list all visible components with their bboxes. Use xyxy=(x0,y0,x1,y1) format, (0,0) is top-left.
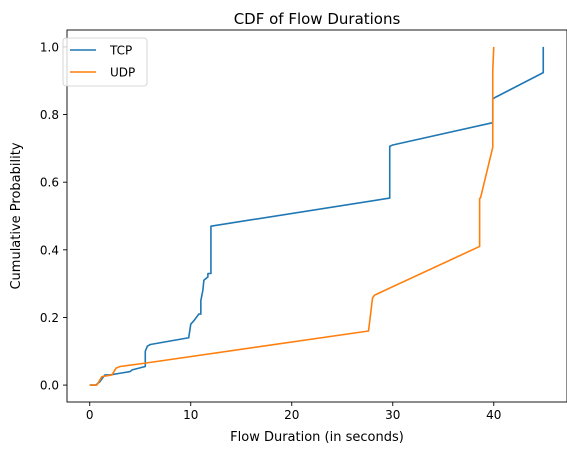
x-axis: 0 10 20 30 40 xyxy=(86,402,501,422)
y-tick-label: 0.4 xyxy=(40,243,59,257)
x-axis-label: Flow Duration (in seconds) xyxy=(230,430,404,445)
legend-label-tcp: TCP xyxy=(109,44,132,58)
chart-title: CDF of Flow Durations xyxy=(234,10,401,28)
series-line-tcp xyxy=(89,46,545,386)
x-tick-label: 20 xyxy=(284,408,299,422)
y-tick-label: 1.0 xyxy=(40,40,59,54)
legend: TCP UDP xyxy=(62,37,148,87)
x-tick-label: 30 xyxy=(385,408,400,422)
plot-frame xyxy=(66,29,567,403)
y-tick-label: 0.6 xyxy=(40,176,59,190)
plot-area xyxy=(66,29,567,403)
y-tick-label: 0.0 xyxy=(40,379,59,393)
x-tick-label: 40 xyxy=(486,408,501,422)
x-tick-label: 10 xyxy=(183,408,198,422)
y-axis: 0.0 0.2 0.4 0.6 0.8 1.0 xyxy=(40,40,67,393)
y-tick-label: 0.2 xyxy=(40,311,59,325)
legend-label-udp: UDP xyxy=(110,66,135,80)
y-axis-label: Cumulative Probability xyxy=(9,142,24,289)
y-tick-label: 0.8 xyxy=(40,108,59,122)
series-layer xyxy=(89,46,545,386)
series-line-udp xyxy=(89,46,495,386)
x-tick-label: 0 xyxy=(86,408,94,422)
